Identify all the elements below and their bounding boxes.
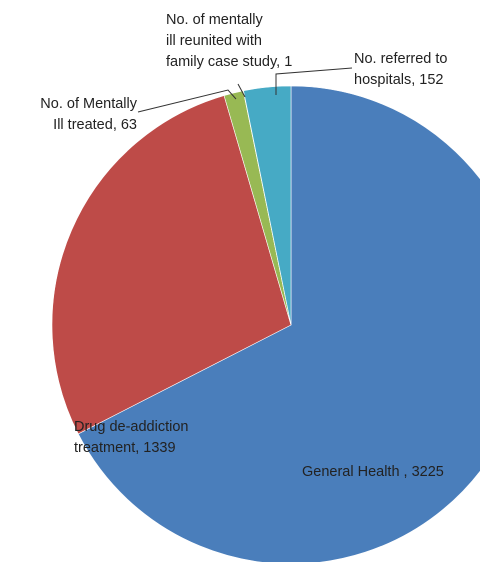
slice-label-line: No. of mentally	[166, 12, 263, 28]
pie-slice-referred-to-hospitals	[243, 85, 292, 326]
slice-label-drug-de-addiction: Drug de-addiction treatment, 1339	[74, 419, 188, 456]
slice-label-line: treatment, 1339	[74, 440, 176, 456]
slice-label-line: family case study, 1	[166, 54, 292, 70]
slice-label-mentally-ill-reunited: No. of mentally ill reunited with family c…	[166, 12, 292, 70]
slice-labels: General Health , 3225 Drug de-addiction tr…	[40, 12, 447, 480]
slice-label-line: hospitals, 152	[354, 72, 443, 88]
slice-label-general-health: General Health , 3225	[302, 464, 444, 480]
slice-label-line: Drug de-addiction	[74, 419, 188, 435]
leader-line-mentally-ill-reunited	[237, 83, 246, 98]
pie-slice-general-health	[77, 85, 480, 562]
leader-lines	[137, 67, 353, 113]
leader-line-mentally-ill-treated	[137, 89, 237, 113]
slice-label-mentally-ill-treated: No. of Mentally Ill treated, 63	[40, 96, 137, 133]
leader-line-referred-to-hospitals	[275, 67, 353, 95]
slice-label-line: Ill treated, 63	[53, 117, 137, 133]
pie-slice-drug-de-addiction	[51, 95, 292, 435]
slice-label-line: ill reunited with	[166, 33, 262, 49]
pie-slices	[51, 85, 480, 562]
slice-label-line: No. referred to	[354, 51, 448, 67]
slice-label-referred-to-hospitals: No. referred to hospitals, 152	[354, 51, 448, 88]
slice-label-line: No. of Mentally	[40, 96, 137, 112]
slice-label-line: General Health , 3225	[302, 464, 444, 480]
